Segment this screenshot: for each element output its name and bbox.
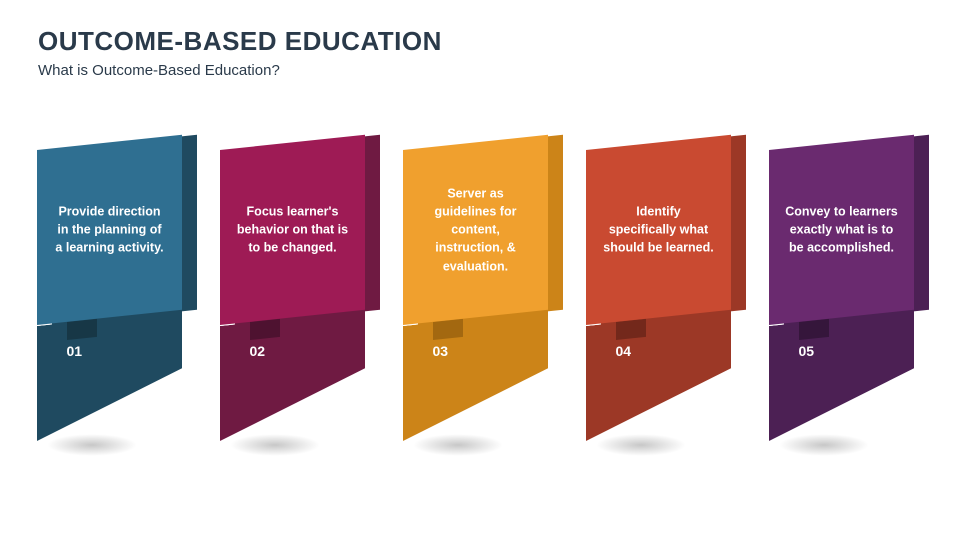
card-number: 03 bbox=[433, 343, 449, 359]
card-shadow bbox=[413, 434, 503, 456]
card-shadow bbox=[596, 434, 686, 456]
card-number: 04 bbox=[616, 343, 632, 359]
card-shadow bbox=[230, 434, 320, 456]
card-notch bbox=[799, 319, 829, 340]
card-text: Focus learner's behavior on that is to b… bbox=[236, 203, 349, 257]
info-card: Focus learner's behavior on that is to b… bbox=[220, 150, 375, 450]
page-title: OUTCOME-BASED EDUCATION bbox=[38, 26, 442, 57]
card-bottom-pointer bbox=[586, 311, 731, 441]
card-notch bbox=[433, 319, 463, 340]
info-card: Convey to learners exactly what is to be… bbox=[769, 150, 924, 450]
card-front-panel: Identify specifically what should be lea… bbox=[586, 135, 731, 325]
info-card: Provide direction in the planning of a l… bbox=[37, 150, 192, 450]
info-card: Server as guidelines for content, instru… bbox=[403, 150, 558, 450]
info-card: Identify specifically what should be lea… bbox=[586, 150, 741, 450]
page-subtitle: What is Outcome-Based Education? bbox=[38, 62, 280, 79]
card-bottom-pointer bbox=[37, 311, 182, 441]
card-number: 01 bbox=[67, 343, 83, 359]
card-number: 05 bbox=[799, 343, 815, 359]
card-notch bbox=[616, 319, 646, 340]
card-text: Provide direction in the planning of a l… bbox=[53, 203, 166, 257]
card-front-panel: Server as guidelines for content, instru… bbox=[403, 135, 548, 325]
card-text: Identify specifically what should be lea… bbox=[602, 203, 715, 257]
card-notch bbox=[67, 319, 97, 340]
card-bottom-pointer bbox=[220, 311, 365, 441]
card-front-panel: Provide direction in the planning of a l… bbox=[37, 135, 182, 325]
card-number: 02 bbox=[250, 343, 266, 359]
card-notch bbox=[250, 319, 280, 340]
card-front-panel: Convey to learners exactly what is to be… bbox=[769, 135, 914, 325]
card-shadow bbox=[779, 434, 869, 456]
card-bottom-pointer bbox=[769, 311, 914, 441]
card-shadow bbox=[47, 434, 137, 456]
cards-row: Provide direction in the planning of a l… bbox=[0, 150, 960, 500]
card-text: Server as guidelines for content, instru… bbox=[419, 185, 532, 276]
card-front-panel: Focus learner's behavior on that is to b… bbox=[220, 135, 365, 325]
card-text: Convey to learners exactly what is to be… bbox=[785, 203, 898, 257]
card-bottom-pointer bbox=[403, 311, 548, 441]
